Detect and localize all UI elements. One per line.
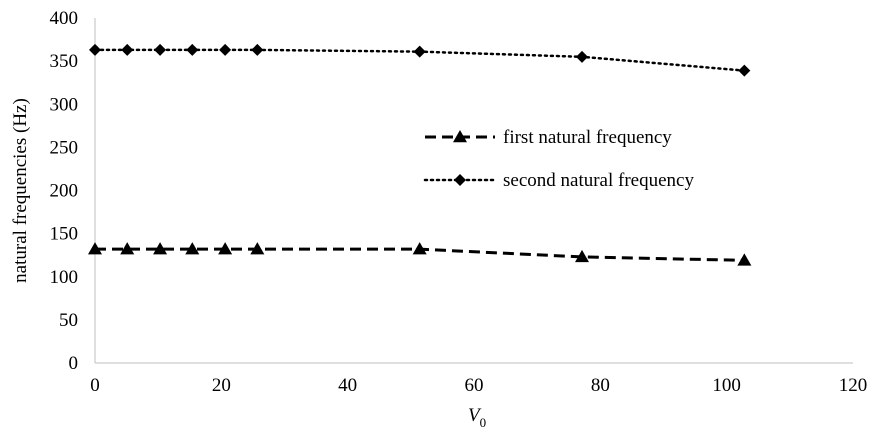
x-tick-label: 100 xyxy=(712,375,741,396)
y-tick-label: 50 xyxy=(59,310,78,331)
data-point xyxy=(412,242,427,255)
series-2 xyxy=(89,43,751,77)
series-1 xyxy=(88,242,752,266)
data-point xyxy=(219,43,232,56)
legend-label: second natural frequency xyxy=(503,170,694,191)
series-line xyxy=(95,247,745,262)
data-point xyxy=(186,43,199,56)
x-axis-title: V0 xyxy=(468,405,486,430)
data-point xyxy=(121,43,134,56)
data-point xyxy=(185,242,200,255)
legend-marker xyxy=(453,130,467,143)
x-axis-title-subscript: 0 xyxy=(480,415,487,430)
x-axis-title-main: V xyxy=(468,405,482,426)
plot-area xyxy=(88,43,752,266)
x-tick-label: 120 xyxy=(839,375,868,396)
legend-item-2: second natural frequency xyxy=(423,170,694,191)
y-axis: 0 50 100 150 200 250 300 350 400 xyxy=(50,8,96,374)
y-tick-label: 200 xyxy=(50,181,79,202)
data-point xyxy=(88,242,102,255)
data-point xyxy=(738,64,751,77)
legend: first natural frequency second natural fr… xyxy=(423,127,694,191)
y-tick-label: 300 xyxy=(50,94,79,115)
data-point xyxy=(153,242,168,255)
x-tick-label: 0 xyxy=(90,375,100,396)
legend-item-1: first natural frequency xyxy=(425,127,672,148)
data-point xyxy=(413,45,426,58)
y-axis-title: natural frequencies (Hz) xyxy=(10,98,31,283)
data-point xyxy=(218,242,233,255)
data-point xyxy=(576,50,589,63)
y-tick-label: 150 xyxy=(50,224,79,245)
data-point xyxy=(89,43,101,56)
y-tick-label: 400 xyxy=(50,8,79,29)
data-point xyxy=(575,249,590,263)
x-axis: 0 20 40 60 80 100 120 xyxy=(90,362,868,396)
data-point xyxy=(737,253,752,266)
legend-marker xyxy=(454,174,466,186)
x-tick-label: 20 xyxy=(212,375,231,396)
y-tick-label: 350 xyxy=(50,51,79,72)
data-point xyxy=(120,242,135,255)
y-tick-label: 0 xyxy=(69,353,79,374)
x-tick-label: 40 xyxy=(338,375,357,396)
data-point xyxy=(250,242,265,255)
data-point xyxy=(251,43,264,56)
y-tick-label: 250 xyxy=(50,137,79,158)
x-tick-label: 80 xyxy=(591,375,610,396)
legend-label: first natural frequency xyxy=(503,127,672,148)
y-tick-label: 100 xyxy=(50,267,79,288)
series-line xyxy=(93,48,746,72)
x-tick-label: 60 xyxy=(465,375,484,396)
data-point xyxy=(154,43,167,56)
